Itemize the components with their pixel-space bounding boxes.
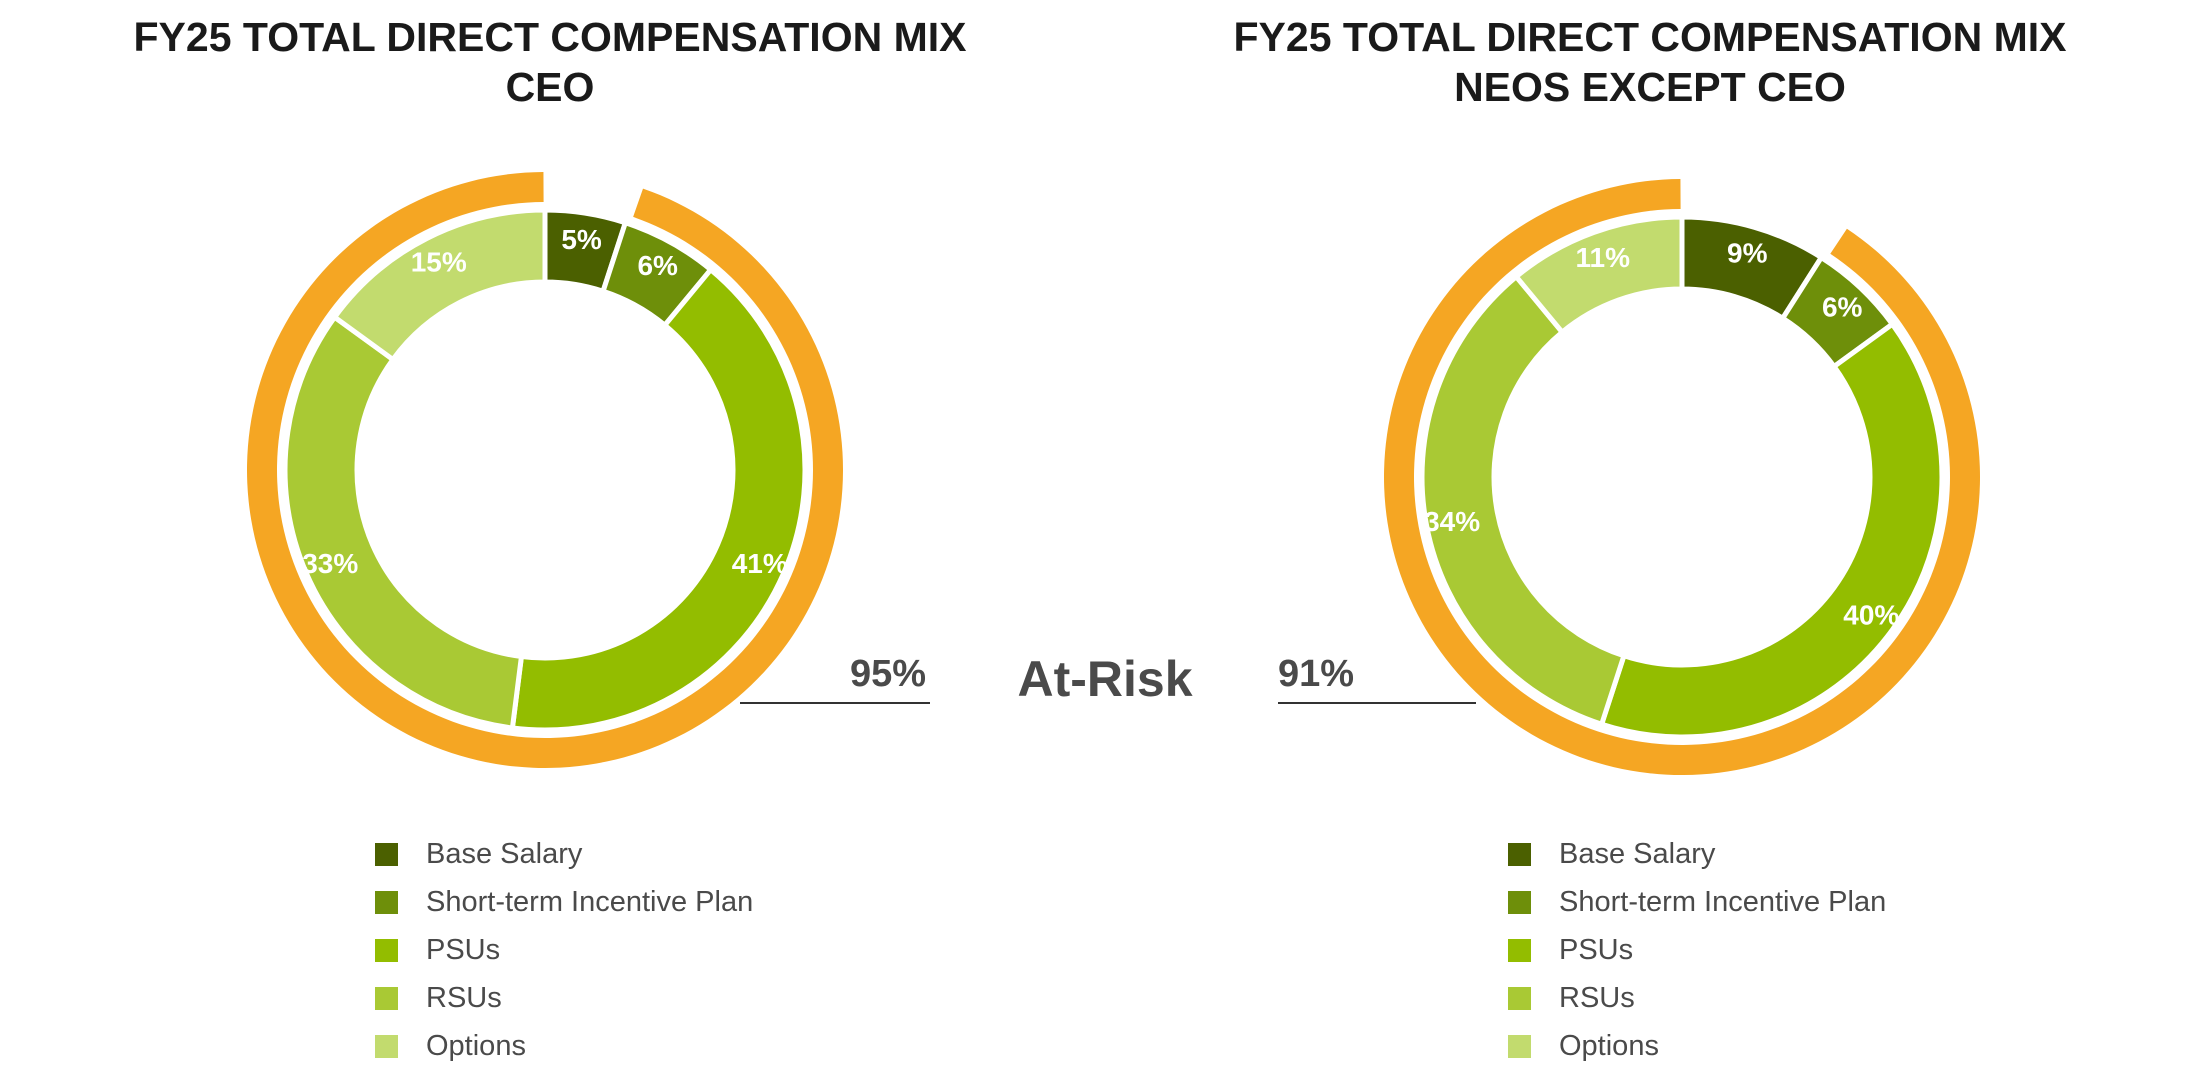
legend-item-rsus: RSUs (375, 974, 753, 1022)
legend-label: Options (426, 1029, 526, 1062)
legend-label: Short-term Incentive Plan (1559, 885, 1887, 918)
slice-label-psus: 40% (1843, 600, 1899, 631)
slice-label-rsus: 34% (1424, 506, 1480, 537)
legend-label: RSUs (426, 981, 502, 1014)
neos-chart: FY25 TOTAL DIRECT COMPENSATION MIX NEOS … (1100, 0, 2200, 1075)
legend-label: Short-term Incentive Plan (426, 885, 754, 918)
legend-swatch-base-salary (375, 842, 398, 866)
legend-swatch-options (375, 1034, 398, 1058)
donut-slice-psus (509, 266, 808, 733)
legend-item-psus: PSUs (1508, 926, 1886, 974)
legend-swatch-base-salary (1508, 842, 1531, 866)
donut-slice-rsus (282, 313, 525, 731)
donut-slice-rsus (1419, 273, 1628, 728)
ceo-at-risk-callout-line (740, 702, 930, 704)
at-risk-label: At-Risk (1017, 651, 1193, 707)
neos-donut-chart: 9% 6% 40% 34% 11% (1384, 179, 1980, 776)
legend-item-base-salary: Base Salary (1508, 830, 1886, 878)
donut-slice-psus (1598, 320, 1945, 740)
chart-title-line: FY25 TOTAL DIRECT COMPENSATION MIX (133, 14, 967, 60)
donut-slice-options (331, 207, 548, 363)
slice-label-psus: 41% (732, 548, 788, 579)
legend-item-options: Options (1508, 1022, 1886, 1070)
legend-item-psus: PSUs (375, 926, 753, 974)
legend-swatch-psus (1508, 938, 1531, 962)
legend-swatch-options (1508, 1034, 1531, 1058)
legend-label: RSUs (1559, 981, 1635, 1014)
legend-item-short-term-incentive: Short-term Incentive Plan (1508, 878, 1886, 926)
legend-label: Options (1559, 1029, 1659, 1062)
ceo-at-risk-percent: 95% (850, 653, 927, 695)
legend-swatch-short-term-incentive (375, 890, 398, 914)
slice-label-rsus: 33% (302, 548, 358, 579)
legend-swatch-short-term-incentive (1508, 890, 1531, 914)
legend-item-short-term-incentive: Short-term Incentive Plan (375, 878, 753, 926)
slice-label-base-salary: 5% (561, 224, 602, 255)
neos-at-risk-percent: 91% (1278, 653, 1355, 695)
legend-item-rsus: RSUs (1508, 974, 1886, 1022)
neos-at-risk-callout-line (1278, 702, 1476, 704)
ceo-donut-chart: 5% 6% 41% 33% 15% (247, 172, 844, 768)
chart-subtitle: CEO (505, 64, 595, 110)
chart-subtitle: NEOS EXCEPT CEO (1454, 64, 1846, 110)
legend-swatch-rsus (375, 986, 398, 1010)
legend-label: PSUs (426, 933, 501, 966)
chart-title: FY25 TOTAL DIRECT COMPENSATION MIX NEOS … (1100, 12, 2200, 112)
legend-label: Base Salary (1559, 837, 1716, 870)
donut-slice-options (1512, 214, 1685, 336)
chart-title-line: FY25 TOTAL DIRECT COMPENSATION MIX (1233, 14, 2067, 60)
slice-label-options: 15% (411, 247, 467, 278)
slice-label-base-salary: 9% (1727, 237, 1768, 268)
legend-swatch-psus (375, 938, 398, 962)
legend-swatch-rsus (1508, 986, 1531, 1010)
slice-label-options: 11% (1575, 242, 1630, 273)
slice-label-short-term-incentive: 6% (1822, 291, 1863, 322)
legend-item-options: Options (375, 1022, 753, 1070)
neos-legend: Base Salary Short-term Incentive Plan PS… (1508, 830, 1886, 1070)
ceo-chart: FY25 TOTAL DIRECT COMPENSATION MIX CEO 5… (0, 0, 1100, 1075)
legend-label: Base Salary (426, 837, 583, 870)
ceo-legend: Base Salary Short-term Incentive Plan PS… (375, 830, 753, 1070)
slice-label-short-term-incentive: 6% (637, 250, 678, 281)
legend-item-base-salary: Base Salary (375, 830, 753, 878)
chart-title: FY25 TOTAL DIRECT COMPENSATION MIX CEO (0, 12, 1100, 112)
legend-label: PSUs (1559, 933, 1634, 966)
